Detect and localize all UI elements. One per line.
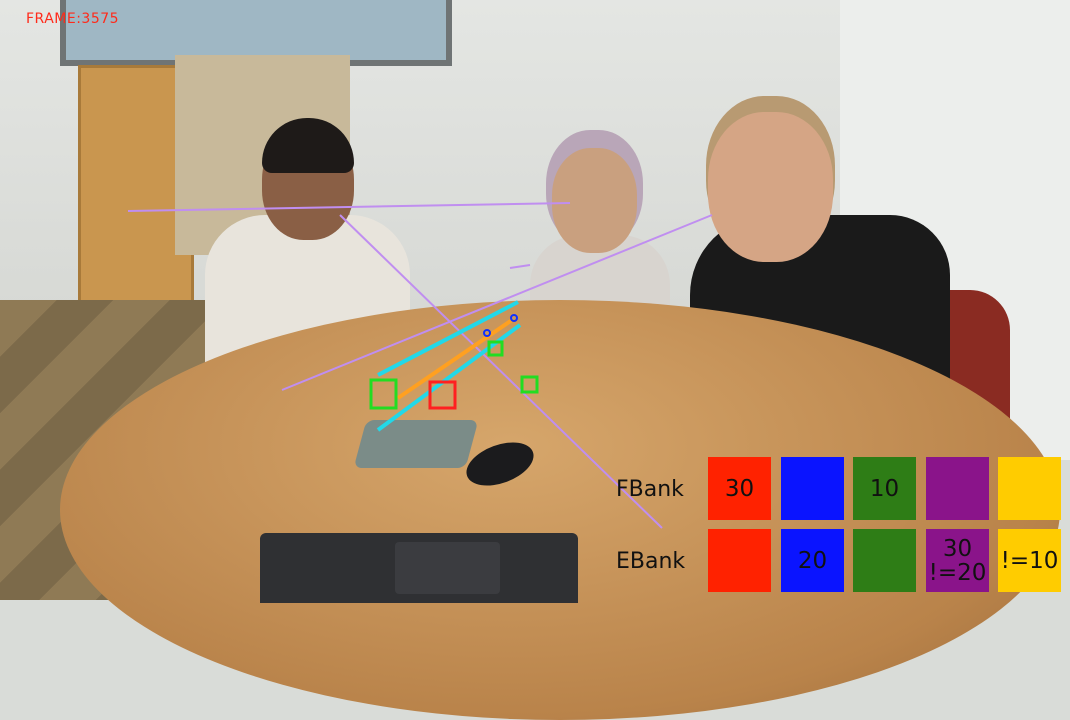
- gaze-line-left-down: [339, 214, 663, 529]
- fbank-cell-text: 10: [869, 475, 900, 502]
- ebank-label: EBank: [616, 549, 686, 574]
- annotation-overlay: [127, 202, 713, 529]
- person-right-head: [708, 112, 833, 262]
- fbank-cell: 30: [708, 457, 771, 520]
- hand-keypoint: [510, 314, 518, 322]
- pointing-line-orange: [396, 318, 514, 400]
- object-box-yellow: [369, 378, 398, 410]
- fbank-cell-text: 30: [724, 475, 755, 502]
- ebank-cell: 20: [781, 529, 844, 592]
- fbank-label: FBank: [616, 477, 684, 502]
- door: [78, 65, 194, 316]
- fbank-cell: 10: [853, 457, 916, 520]
- frame-counter: FRAME:3575: [26, 11, 120, 27]
- object-box-green-2: [520, 375, 539, 394]
- object-box-green-1: [487, 340, 504, 357]
- pointing-line-cyan-1: [377, 300, 519, 377]
- fbank-cell: [781, 457, 844, 520]
- ebank-cell: !=10: [998, 529, 1061, 592]
- ebank-cell-text: !=20: [928, 559, 987, 586]
- object-box-red: [428, 380, 457, 410]
- ebank-cell-text: 20: [797, 547, 828, 574]
- fbank-cell: [926, 457, 989, 520]
- gaze-line-left: [127, 202, 571, 212]
- ebank-cell: [708, 529, 771, 592]
- gaze-line-center: [509, 264, 531, 269]
- ebank-cell-text: 30: [942, 535, 973, 562]
- person-center-head: [552, 148, 637, 253]
- hand-keypoint: [483, 329, 491, 337]
- laptop-touchpad: [395, 542, 500, 594]
- ebank-cell: 30 !=20: [926, 529, 989, 592]
- ebank-cell-text: !=10: [1000, 547, 1059, 574]
- fbank-cell: [998, 457, 1061, 520]
- ebank-cell: [853, 529, 916, 592]
- gaze-line-right: [281, 214, 713, 391]
